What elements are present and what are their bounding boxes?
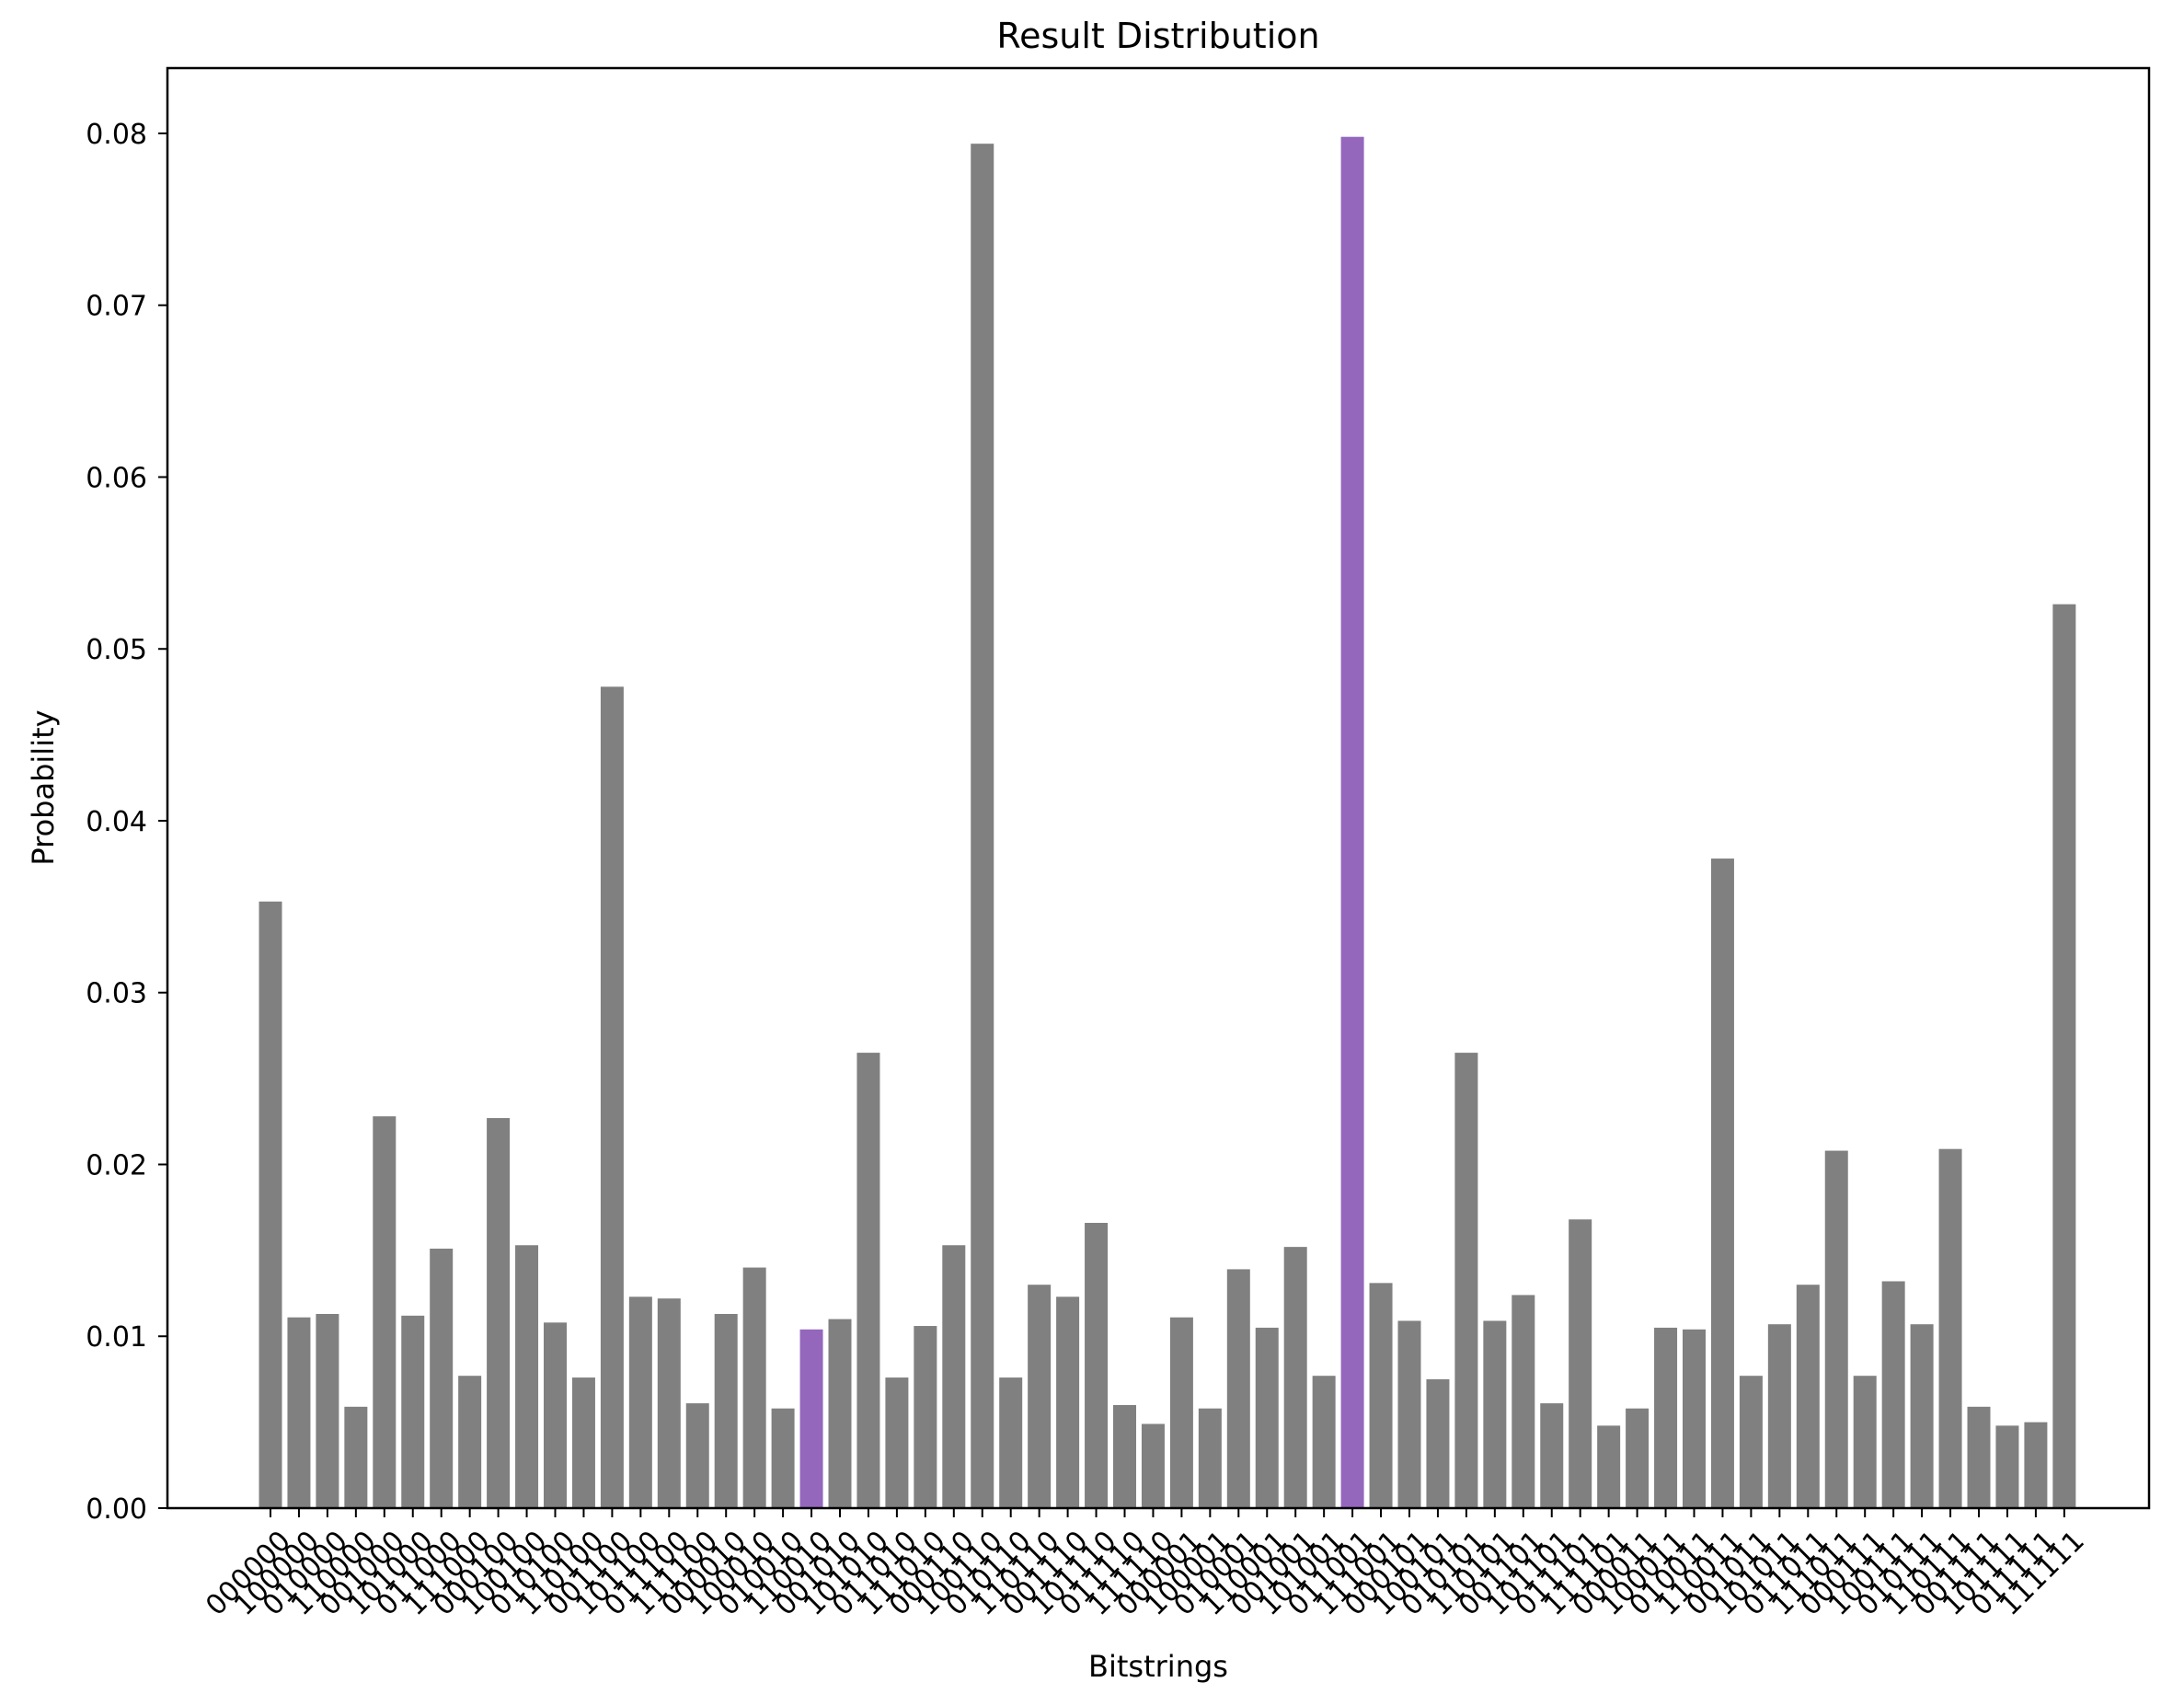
bar-001010 — [828, 1319, 852, 1508]
bar-000101 — [1397, 1320, 1421, 1508]
bar-000111 — [1853, 1376, 1877, 1508]
bar-101010 — [856, 1053, 880, 1508]
bar-110000 — [344, 1406, 368, 1508]
bar-001101 — [1512, 1295, 1535, 1508]
bar-010001 — [1226, 1269, 1250, 1508]
bar-000010 — [714, 1313, 738, 1508]
y-tick-label: 0.08 — [86, 119, 147, 151]
bar-010111 — [1910, 1324, 1934, 1508]
bar-111110 — [1141, 1423, 1165, 1508]
bar-100011 — [1654, 1327, 1678, 1508]
bar-011101 — [1569, 1219, 1592, 1508]
bar-010010 — [771, 1408, 795, 1508]
chart-title: Result Distribution — [996, 16, 1319, 56]
bar-111001 — [1369, 1283, 1393, 1508]
bar-110111 — [1938, 1148, 1962, 1508]
y-tick-label: 0.06 — [86, 462, 147, 494]
bar-100110 — [971, 144, 994, 1508]
bar-110101 — [1483, 1320, 1507, 1508]
bar-111010 — [914, 1326, 937, 1508]
bar-100010 — [742, 1267, 766, 1508]
bar-111111 — [2052, 604, 2076, 1508]
bar-110011 — [1710, 859, 1734, 1508]
bar-100111 — [1881, 1281, 1905, 1508]
bar-000000 — [259, 901, 282, 1508]
bar-001111 — [1967, 1406, 1991, 1508]
bar-011001 — [1340, 136, 1364, 1509]
bar-111000 — [458, 1376, 482, 1508]
bar-010101 — [1454, 1053, 1478, 1508]
bar-011100 — [657, 1298, 681, 1508]
bar-100101 — [1426, 1378, 1450, 1508]
bar-011110 — [1113, 1404, 1136, 1508]
y-axis-label: Probability — [26, 709, 61, 865]
bar-110010 — [799, 1329, 823, 1508]
bar-101101 — [1540, 1403, 1564, 1508]
bar-000011 — [1626, 1408, 1649, 1508]
bar-011010 — [885, 1377, 909, 1508]
bar-011011 — [1796, 1285, 1820, 1508]
y-tick-label: 0.07 — [86, 291, 147, 323]
bar-000001 — [1169, 1317, 1193, 1508]
plot-frame — [166, 66, 2151, 1510]
bar-010011 — [1683, 1329, 1706, 1508]
bar-101001 — [1312, 1376, 1336, 1508]
bar-011000 — [430, 1249, 454, 1508]
bar-000100 — [487, 1118, 511, 1508]
bar-110100 — [571, 1377, 595, 1508]
bar-001001 — [1283, 1247, 1307, 1508]
bar-100100 — [515, 1245, 539, 1508]
bar-101111 — [1995, 1425, 2019, 1508]
bar-111011 — [1824, 1150, 1848, 1508]
bar-101110 — [1085, 1222, 1109, 1508]
y-axis-ticks: 0.00 0.01 0.02 0.03 0.04 0.05 0.06 0.07 0.08 — [86, 119, 167, 1526]
bars-group — [259, 136, 2076, 1509]
bar-100000 — [287, 1317, 311, 1508]
bar-111100 — [685, 1403, 709, 1508]
bar-101000 — [401, 1315, 425, 1508]
bar-111101 — [1597, 1425, 1621, 1508]
bar-100001 — [1198, 1408, 1222, 1508]
bar-010100 — [544, 1322, 567, 1508]
y-tick-label: 0.01 — [86, 1321, 147, 1354]
bar-001011 — [1739, 1376, 1763, 1508]
bar-110110 — [1028, 1285, 1052, 1508]
x-axis-label: Bitstrings — [1088, 1649, 1228, 1684]
y-tick-label: 0.02 — [86, 1149, 147, 1181]
bar-110001 — [1255, 1327, 1279, 1508]
bar-101100 — [628, 1296, 652, 1508]
bar-001110 — [1056, 1296, 1080, 1508]
bar-001000 — [373, 1116, 397, 1508]
y-tick-label: 0.03 — [86, 978, 147, 1010]
y-tick-label: 0.05 — [86, 634, 147, 666]
bar-101011 — [1767, 1324, 1791, 1508]
bar-000110 — [942, 1245, 966, 1508]
y-tick-label: 0.00 — [86, 1493, 147, 1526]
bar-010000 — [316, 1313, 339, 1508]
bar-001100 — [600, 686, 624, 1508]
y-tick-label: 0.04 — [86, 806, 147, 838]
bar-011111 — [2024, 1422, 2048, 1508]
bar-010110 — [999, 1377, 1023, 1508]
